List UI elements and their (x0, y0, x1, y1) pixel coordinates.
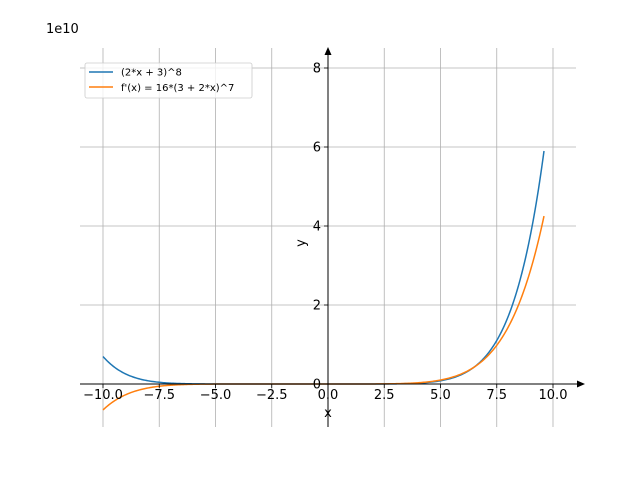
x-tick-label: −2.5 (256, 388, 288, 403)
x-tick-label: −10.0 (83, 388, 123, 403)
legend: (2*x + 3)^8 f'(x) = 16*(3 + 2*x)^7 (84, 62, 253, 99)
legend-label-series-1: (2*x + 3)^8 (121, 68, 182, 79)
x-tick-label: 0.0 (318, 388, 339, 403)
x-tick-label: 2.5 (374, 388, 395, 403)
y-tick-label: 6 (313, 141, 321, 156)
y-tick-label: 2 (313, 299, 321, 314)
x-tick-label: 10.0 (539, 388, 568, 403)
series-line-2 (102, 215, 545, 411)
y-tick-label: 0 (313, 378, 321, 393)
y-axis-arrow (324, 47, 332, 55)
x-axis-arrow (577, 380, 585, 388)
legend-label-series-2: f'(x) = 16*(3 + 2*x)^7 (121, 83, 234, 94)
series-line-1 (102, 150, 545, 385)
axes (80, 47, 585, 427)
ticks: −10.0 −7.5 −5.0 −2.5 0.0 2.5 5.0 7.5 10.0 0 2 4 6 8 (83, 62, 567, 404)
x-axis-label: x (324, 406, 332, 421)
legend-frame (84, 62, 253, 99)
series-layer (102, 150, 545, 411)
x-tick-label: −7.5 (143, 388, 175, 403)
y-tick-label: 4 (313, 220, 321, 235)
x-tick-label: 5.0 (430, 388, 451, 403)
x-tick-label: 7.5 (486, 388, 507, 403)
y-tick-label: 8 (313, 62, 321, 77)
offset-label: 1e10 (46, 22, 79, 37)
x-tick-label: −5.0 (200, 388, 232, 403)
y-axis-label: y (294, 239, 309, 247)
